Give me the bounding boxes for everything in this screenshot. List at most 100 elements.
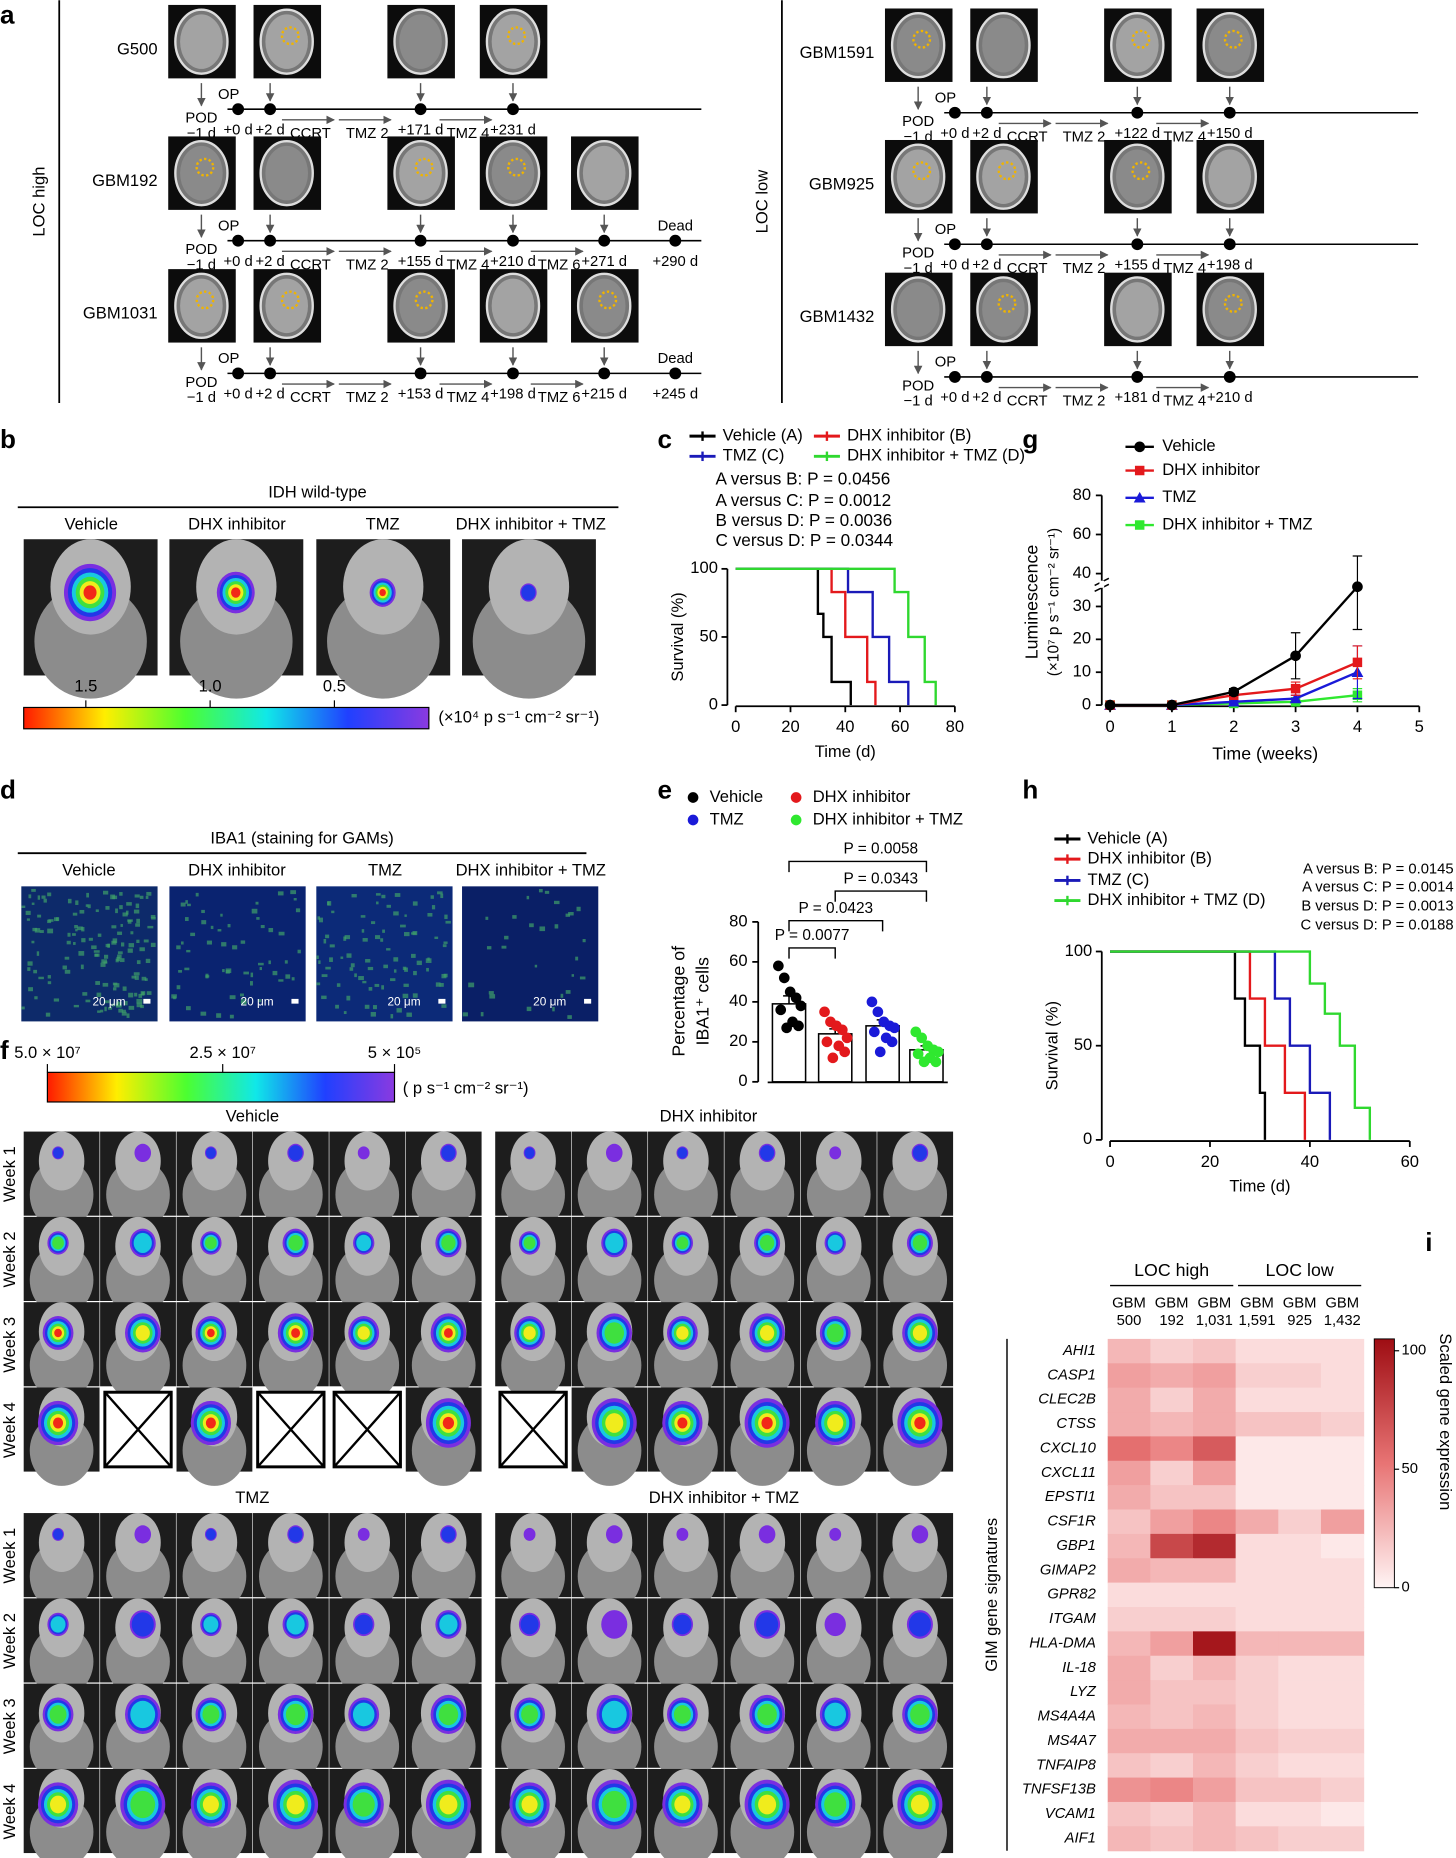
event-day: −1 d [187, 390, 216, 406]
stain-speck [64, 969, 71, 974]
data-point [889, 1022, 900, 1034]
group-label: LOC low [1266, 1260, 1334, 1280]
heatmap-cell [1150, 1582, 1194, 1608]
stain-speck [372, 1005, 377, 1010]
stain-speck [489, 994, 496, 999]
stain-speck [146, 991, 152, 995]
significance-label: P = 0.0077 [775, 927, 850, 944]
row-label: MS4A4A [1037, 1709, 1096, 1725]
stain-speck [553, 900, 560, 905]
colorbar-tick-label: 5 × 10⁵ [368, 1043, 421, 1062]
heatmap-cell [1150, 1704, 1194, 1730]
signal-blob [134, 1143, 152, 1163]
stain-speck [122, 986, 127, 991]
signal-blob [131, 1612, 154, 1637]
stain-speck [243, 971, 249, 975]
stain-speck [134, 975, 139, 980]
heatmap-cell [1235, 1753, 1279, 1779]
group-title: Vehicle [226, 1107, 279, 1126]
stain-speck [133, 909, 140, 914]
stain-speck [102, 890, 109, 895]
heatmap-cell [1235, 1704, 1279, 1730]
signal-blob [676, 1527, 689, 1541]
heatmap-cell [1320, 1680, 1365, 1706]
colorbar-tick-label: 0.5 [323, 677, 346, 696]
mri-brain [582, 145, 626, 201]
event-dot [414, 234, 427, 247]
x-tick-label: 20 [1201, 1152, 1219, 1171]
stain-speck [340, 956, 344, 959]
signal-blob [205, 1528, 216, 1540]
signal-blob [520, 1614, 539, 1635]
stain-speck [85, 999, 91, 1003]
group-label: LOC low [752, 169, 771, 234]
event-tag: OP [935, 355, 957, 371]
treatment-label: TMZ 4 [1163, 261, 1206, 277]
group-title: TMZ [235, 1488, 269, 1507]
stain-speck [87, 904, 91, 909]
event-day: +153 d [398, 387, 444, 403]
stain-speck [468, 982, 475, 988]
stain-speck [290, 890, 297, 895]
mri-brain [265, 145, 309, 201]
stain-speck [425, 958, 432, 963]
stain-speck [412, 993, 418, 998]
stain-speck [135, 903, 140, 909]
stain-speck [21, 905, 26, 909]
heatmap-cell [1278, 1680, 1322, 1706]
treatment-label: TMZ 2 [346, 390, 389, 406]
heatmap-cell [1320, 1606, 1365, 1632]
stain-speck [176, 985, 181, 990]
treatment-label: TMZ 6 [538, 390, 581, 406]
stain-speck [435, 982, 441, 987]
stain-speck [295, 908, 301, 913]
stain-speck [147, 925, 154, 929]
data-point [930, 1056, 942, 1068]
heatmap-cell [1320, 1436, 1365, 1462]
data-point [821, 1036, 833, 1048]
stat-text: C versus D: P = 0.0344 [716, 530, 894, 550]
stain-speck [138, 993, 143, 998]
stain-speck [206, 940, 212, 945]
data-point [912, 1048, 924, 1060]
event-dot [264, 367, 277, 380]
column-label: GBM [1325, 1295, 1359, 1311]
week-label: Week 1 [0, 1528, 19, 1584]
signal-blob [673, 1614, 692, 1635]
legend-label: DHX inhibitor + TMZ [1162, 514, 1312, 533]
marker [1290, 683, 1301, 694]
legend-label: Vehicle [710, 787, 763, 806]
event-tag: OP [218, 87, 240, 103]
heatmap-cell [1107, 1631, 1151, 1657]
event-tag: OP [218, 351, 240, 367]
event-tag: OP [935, 90, 957, 106]
signal-blob [205, 1417, 216, 1429]
stain-speck [45, 1012, 51, 1017]
signal-blob [357, 1326, 370, 1340]
event-day: +0 d [940, 390, 969, 406]
stain-speck [81, 926, 85, 932]
mri-brain [1115, 17, 1159, 73]
legend-label: TMZ (C) [1088, 870, 1150, 889]
sample-name: GBM1591 [800, 43, 875, 62]
row-label: AHI1 [1062, 1343, 1096, 1359]
stain-speck [539, 926, 546, 932]
signal-blob [202, 1795, 219, 1814]
x-axis-label: Time (d) [1229, 1177, 1290, 1196]
signal-blob [205, 1147, 216, 1159]
signal-blob [605, 1413, 624, 1433]
signal-blob [674, 1795, 691, 1814]
heatmap-cell [1150, 1680, 1194, 1706]
stain-speck [504, 935, 509, 940]
stain-speck [47, 892, 52, 897]
data-point [868, 1026, 880, 1038]
condition-label: Vehicle [64, 514, 117, 533]
stain-speck [186, 949, 191, 953]
lesion-outline [1131, 161, 1151, 181]
heatmap-cell [1235, 1338, 1279, 1364]
mouse-head [115, 1513, 161, 1572]
stain-speck [81, 938, 86, 943]
stain-speck [272, 970, 278, 976]
column-label: GBM [1155, 1295, 1189, 1311]
stain-speck [117, 931, 123, 935]
